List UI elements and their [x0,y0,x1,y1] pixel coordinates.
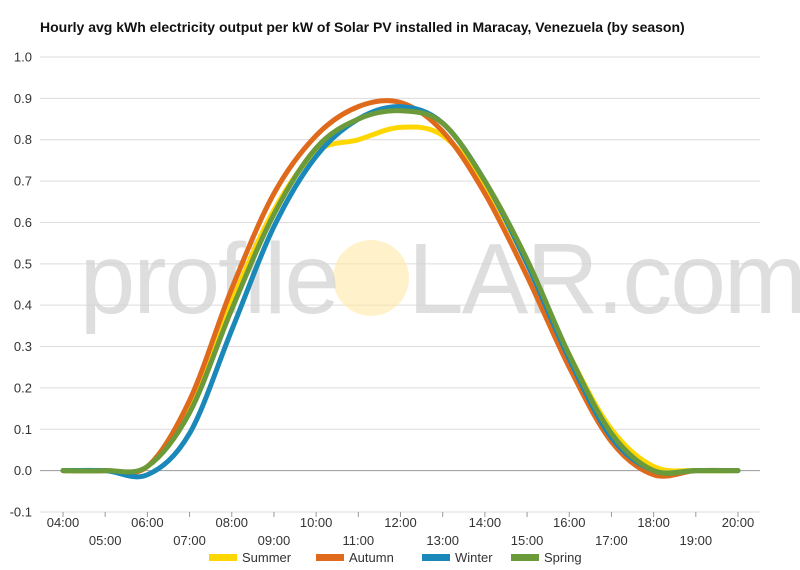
series-line-autumn [60,98,741,479]
y-tick-label: 0.3 [14,339,32,354]
legend-swatch [511,554,539,561]
y-tick-label: 0.4 [14,298,32,313]
y-tick-label: 0.6 [14,215,32,230]
x-tick-label: 20:00 [722,515,755,530]
legend: Summer Autumn Winter Spring [209,550,582,565]
watermark-sun-icon [333,240,409,316]
series-lines [60,98,741,480]
y-tick-label: 0.2 [14,380,32,395]
legend-item-spring: Spring [511,550,582,565]
watermark-text-right: LAR.com [408,223,800,335]
series-line-spring [60,108,741,476]
x-tick-label: 09:00 [258,533,291,548]
watermark-text-left: profile [80,223,338,335]
legend-label: Winter [455,550,493,565]
x-tick-label: 13:00 [426,533,459,548]
legend-label: Summer [242,550,292,565]
watermark: profile LAR.com [80,223,800,335]
x-tick-label: 19:00 [680,533,713,548]
y-tick-label: 0.7 [14,174,32,189]
legend-item-winter: Winter [422,550,493,565]
x-tick-label: 06:00 [131,515,164,530]
legend-label: Autumn [349,550,394,565]
x-tick-label: 18:00 [637,515,670,530]
x-tick-label: 10:00 [300,515,333,530]
legend-swatch [422,554,450,561]
y-tick-label: 0.0 [14,463,32,478]
x-tick-label: 08:00 [215,515,248,530]
x-tick-label: 11:00 [343,533,375,548]
x-tick-label: 15:00 [511,533,544,548]
x-tick-label: 14:00 [469,515,502,530]
x-tick-label: 07:00 [173,533,206,548]
y-axis-ticks: -0.1 0.0 0.1 0.2 0.3 0.4 0.5 0.6 0.7 0.8 0.9 1.0 [10,50,32,520]
legend-item-autumn: Autumn [316,550,394,565]
y-tick-label: -0.1 [10,505,32,520]
x-tick-label: 04:00 [47,515,80,530]
legend-label: Spring [544,550,582,565]
x-tick-label: 16:00 [553,515,586,530]
x-tick-label: 12:00 [384,515,417,530]
x-tick-label: 17:00 [595,533,628,548]
chart-title: Hourly avg kWh electricity output per kW… [40,19,685,35]
y-tick-label: 1.0 [14,50,32,65]
y-tick-label: 0.9 [14,91,32,106]
legend-item-summer: Summer [209,550,292,565]
x-axis-ticks: 04:00 05:00 06:00 07:00 08:00 09:00 10:00 11:00… [47,512,755,548]
legend-swatch [316,554,344,561]
y-tick-label: 0.5 [14,256,32,271]
legend-swatch [209,554,237,561]
y-tick-label: 0.8 [14,132,32,147]
x-tick-label: 05:00 [89,533,122,548]
y-tick-label: 0.1 [14,422,32,437]
